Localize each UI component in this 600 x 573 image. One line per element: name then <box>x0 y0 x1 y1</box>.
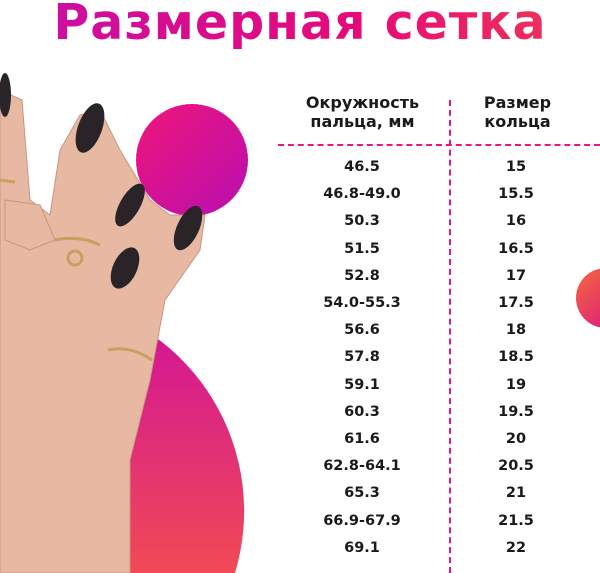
ring-size-cell: 17 <box>505 267 527 284</box>
table-row: 60.3 19.5 <box>280 404 600 428</box>
table-row: 66.9-67.9 21.5 <box>280 513 600 537</box>
finger-circumference-cell: 57.8 <box>344 349 380 366</box>
ring-size-cell: 21 <box>505 485 527 502</box>
finger-circumference-cell: 65.3 <box>344 485 380 502</box>
finger-circumference-cell: 60.3 <box>344 403 380 420</box>
finger-circumference-cell: 59.1 <box>344 376 380 393</box>
ring-size-cell: 16.5 <box>498 240 534 257</box>
finger-circumference-cell: 61.6 <box>344 431 380 447</box>
table-row: 50.3 16 <box>280 213 600 237</box>
table-row: 46.8-49.0 15.5 <box>280 186 600 210</box>
table-row: 62.8-64.1 20.5 <box>280 458 600 482</box>
ring-size-cell: 22 <box>505 539 527 556</box>
ring-size-cell: 20 <box>505 431 527 447</box>
finger-circumference-cell: 62.8-64.1 <box>323 458 401 475</box>
header-ring-size: Размер кольца <box>465 93 570 131</box>
column-divider <box>449 100 451 573</box>
header-finger-circumference: Окружность пальца, мм <box>290 93 435 131</box>
finger-circumference-cell: 46.8-49.0 <box>323 186 401 203</box>
ring-size-cell: 18 <box>505 322 527 339</box>
decor-circle-top <box>136 104 248 216</box>
ring-size-cell: 19 <box>505 376 527 393</box>
finger-circumference-cell: 54.0-55.3 <box>323 295 401 311</box>
finger-circumference-cell: 66.9-67.9 <box>323 512 401 529</box>
finger-circumference-cell: 50.3 <box>344 213 380 230</box>
finger-circumference-cell: 51.5 <box>344 240 380 257</box>
table-row: 69.1 22 <box>280 540 600 564</box>
table-row: 59.1 19 <box>280 377 600 401</box>
ring-size-cell: 16 <box>505 213 527 230</box>
table-row: 56.6 18 <box>280 322 600 346</box>
ring-size-cell: 15 <box>505 159 527 175</box>
table-row: 46.5 15 <box>280 159 600 183</box>
finger-circumference-cell: 46.5 <box>344 159 380 175</box>
table-row: 54.0-55.3 17.5 <box>280 295 600 319</box>
ring-size-cell: 18.5 <box>498 349 534 366</box>
table-row: 57.8 18.5 <box>280 349 600 373</box>
header-line: пальца, мм <box>310 112 415 131</box>
ring-size-cell: 19.5 <box>498 403 534 420</box>
table-row: 61.6 20 <box>280 431 600 455</box>
ring-size-cell: 17.5 <box>498 295 534 311</box>
ring-size-cell: 20.5 <box>498 458 534 475</box>
finger-circumference-cell: 56.6 <box>344 322 380 339</box>
finger-circumference-cell: 52.8 <box>344 267 380 284</box>
table-row: 52.8 17 <box>280 268 600 292</box>
nails <box>0 73 203 289</box>
header-line: кольца <box>484 112 551 131</box>
table-row: 65.3 21 <box>280 485 600 509</box>
header-line: Окружность <box>305 93 420 112</box>
header-divider <box>278 144 600 146</box>
ring-size-cell: 21.5 <box>498 512 534 529</box>
page-title: Размерная сетка <box>0 0 600 51</box>
decor-circle-right <box>576 268 600 328</box>
ring-size-cell: 15.5 <box>498 186 534 203</box>
hand <box>0 89 206 573</box>
rings <box>0 178 153 362</box>
table-row: 51.5 16.5 <box>280 241 600 265</box>
header-line: Размер <box>483 93 552 112</box>
finger-circumference-cell: 69.1 <box>344 539 380 556</box>
